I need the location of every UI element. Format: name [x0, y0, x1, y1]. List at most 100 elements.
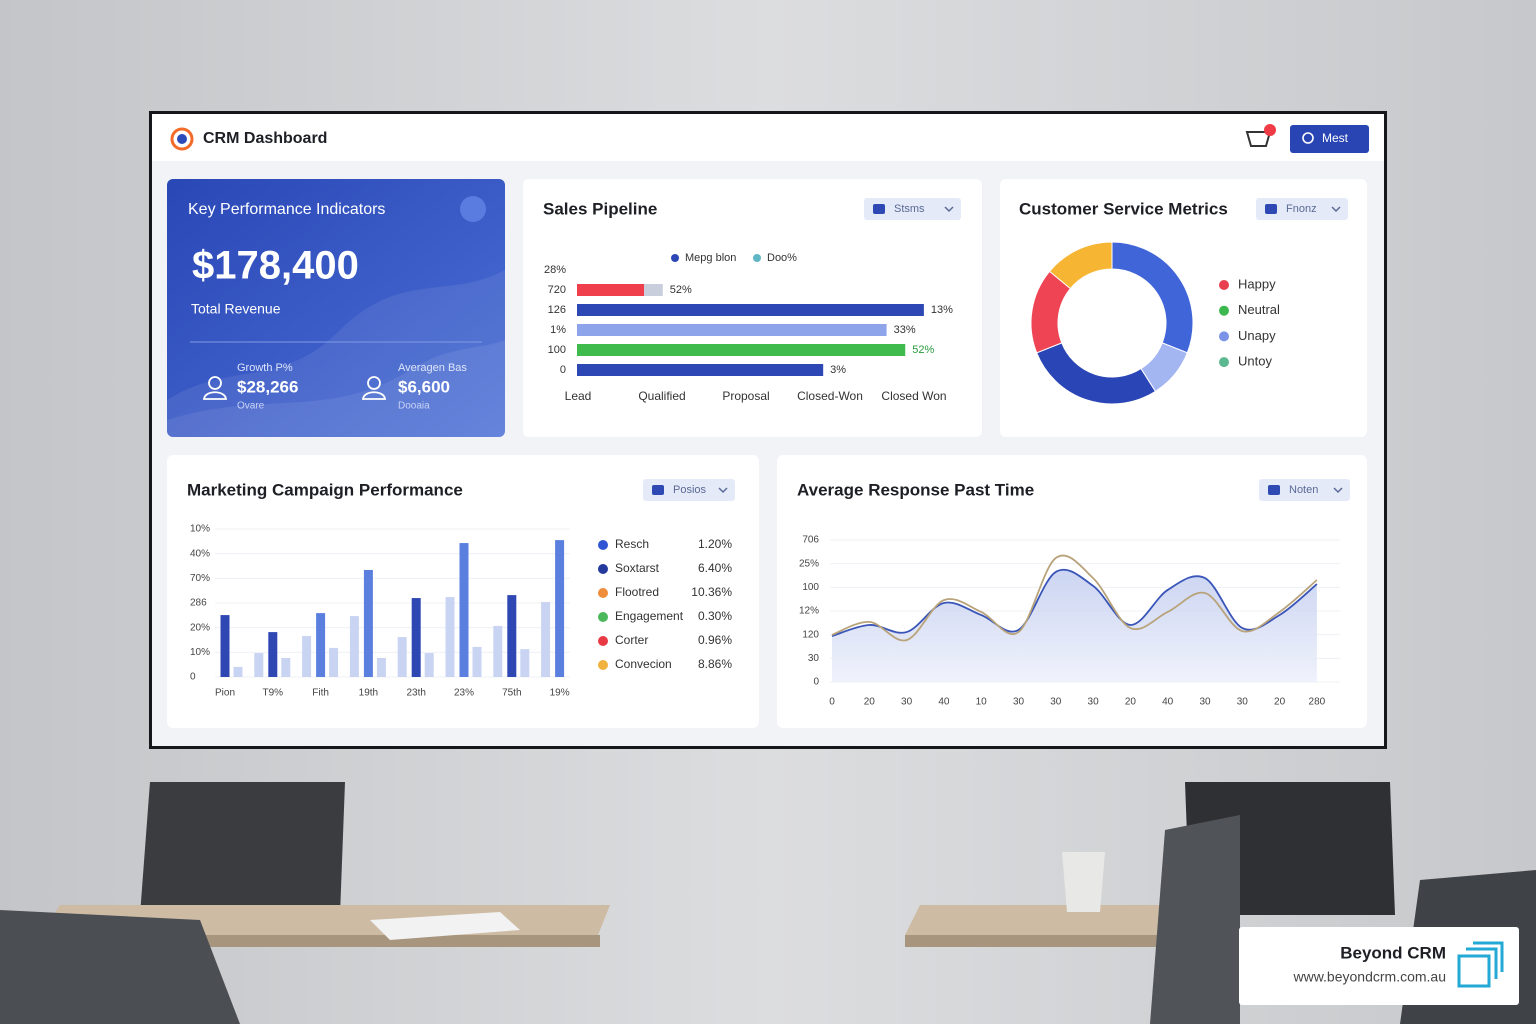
- x-label: Lead: [565, 389, 592, 403]
- x-tick-label: 30: [1013, 697, 1025, 708]
- y-tick-label: 10%: [190, 647, 210, 658]
- bar: [329, 647, 339, 677]
- bar-label: 33%: [894, 324, 916, 336]
- x-tick-label: 30: [1088, 697, 1100, 708]
- area: [832, 569, 1317, 682]
- panel-title: Customer Service Metrics: [1019, 199, 1228, 218]
- legend-label: Convecion: [615, 657, 672, 671]
- bar: [316, 613, 326, 677]
- filter-button[interactable]: [643, 479, 735, 501]
- y-tick-label: 25%: [799, 558, 819, 569]
- line: [831, 554, 1318, 642]
- legend-dot: [753, 254, 761, 262]
- kpi-refresh[interactable]: [460, 196, 486, 222]
- bar: [411, 598, 421, 677]
- stat-label: Growth P%: [237, 362, 293, 374]
- y-tick-label: 100: [802, 582, 819, 593]
- legend-label: Engagement: [615, 609, 684, 623]
- kpi-value: $178,400: [192, 244, 359, 288]
- furniture: [0, 782, 1536, 1024]
- stat-value: $6,600: [398, 377, 450, 396]
- filter-label: Posios: [673, 484, 707, 496]
- x-label: Proposal: [722, 389, 769, 403]
- y-tick-label: 30: [808, 653, 820, 664]
- search-button[interactable]: [1290, 125, 1369, 153]
- y-tick-label: 10%: [190, 524, 210, 535]
- row-label: 720: [548, 284, 566, 296]
- x-tick-label: 19th: [359, 688, 378, 699]
- bar: [281, 658, 291, 677]
- x-tick-label: 10: [976, 697, 988, 708]
- chevron: [718, 487, 728, 494]
- brand-name: Beyond CRM: [1340, 943, 1446, 962]
- kpi-title: Key Performance Indicators: [188, 201, 385, 218]
- bar-label: 52%: [912, 344, 934, 356]
- bar: [577, 364, 824, 376]
- legend-label: Mepg blon: [685, 252, 736, 264]
- x-label: Qualified: [638, 389, 685, 403]
- legend-share: 0.30%: [698, 609, 732, 623]
- kpi-label: Total Revenue: [191, 301, 281, 317]
- y-tick-label: 12%: [799, 606, 819, 617]
- x-tick-label: 40: [1162, 697, 1174, 708]
- legend-label: Doo%: [767, 252, 797, 264]
- kpi-panel: [167, 179, 505, 437]
- bar: [349, 616, 359, 677]
- legend-label: Soxtarst: [615, 561, 660, 575]
- stat-note: Ovare: [237, 401, 265, 412]
- bar-label: 3%: [830, 364, 846, 376]
- legend-label: Resch: [615, 537, 649, 551]
- bar: [577, 344, 906, 356]
- search-icon: [1302, 132, 1314, 144]
- row-label: 1%: [550, 324, 566, 336]
- filter-button[interactable]: [1256, 198, 1348, 220]
- filter-label: Fnonz: [1286, 203, 1317, 215]
- x-tick-label: 30: [1199, 697, 1211, 708]
- legend-label: Unapy: [1238, 328, 1276, 343]
- cart-icon[interactable]: [1245, 124, 1276, 147]
- chevron: [1331, 206, 1341, 213]
- x-label: Closed-Won: [797, 389, 863, 403]
- row-label: 0: [560, 364, 566, 376]
- bar-label: 13%: [931, 304, 953, 316]
- filter-button[interactable]: [1259, 479, 1350, 501]
- panel-title: Sales Pipeline: [543, 199, 657, 218]
- legend-dot: [598, 564, 608, 574]
- bar: [555, 540, 565, 677]
- bar: [577, 324, 887, 336]
- row-label: 100: [548, 344, 566, 356]
- legend-dot: [1219, 305, 1229, 316]
- bar: [376, 658, 386, 677]
- filter-icon: [1265, 204, 1277, 214]
- stat-value: $28,266: [237, 377, 298, 396]
- y-tick-label: 20%: [190, 622, 210, 633]
- bar-label: 52%: [670, 284, 692, 296]
- x-tick-label: 40: [938, 697, 950, 708]
- y-tick-label: 0: [190, 672, 196, 683]
- legend-dot: [598, 588, 608, 598]
- bar: [493, 625, 503, 677]
- y-tick-label: 40%: [190, 548, 210, 559]
- x-tick-label: 0: [829, 697, 835, 708]
- filter-icon: [873, 204, 885, 214]
- bar: [233, 666, 243, 677]
- brand-url: www.beyondcrm.com.au: [1292, 969, 1446, 985]
- x-tick-label: 280: [1309, 697, 1326, 708]
- bar: [577, 284, 645, 296]
- bar: [254, 653, 264, 677]
- bar: [363, 569, 373, 677]
- y-tick-label: 120: [802, 629, 819, 640]
- filter-button[interactable]: [864, 198, 961, 220]
- row-label: 28%: [544, 264, 566, 276]
- legend-dot: [598, 612, 608, 622]
- app-logo: [170, 127, 194, 151]
- bar: [220, 615, 230, 677]
- kpi-wave: [167, 270, 505, 437]
- brand-logo: [1457, 941, 1504, 988]
- panel-title: Average Response Past Time: [797, 480, 1034, 499]
- legend-dot: [1219, 331, 1229, 342]
- brand-box: [1239, 927, 1519, 1005]
- legend-dot: [598, 540, 608, 550]
- bar: [424, 653, 434, 677]
- bar: [541, 602, 551, 677]
